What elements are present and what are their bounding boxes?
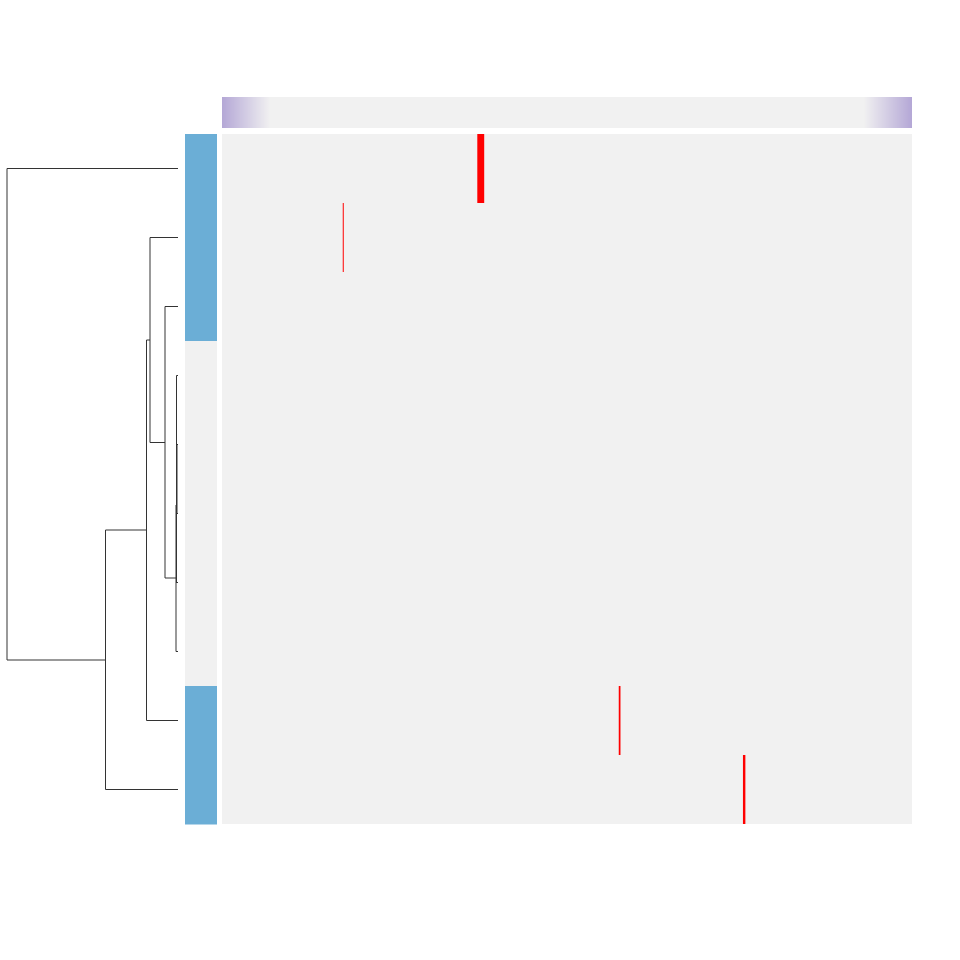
row-annotation-cell-0	[185, 134, 217, 204]
row-annotation-cell-5	[185, 479, 217, 549]
row-annotation-cell-1	[185, 203, 217, 273]
column-annotation-band	[222, 97, 912, 128]
heatmap-cell-highlight-3	[742, 755, 746, 824]
heatmap-cell-highlight-2	[618, 686, 621, 755]
heatmap-cell-highlight-1	[342, 203, 344, 272]
row-annotation-cell-6	[185, 548, 217, 618]
column-annotation-band-rect	[222, 97, 912, 128]
row-annotation-cell-3	[185, 341, 217, 411]
row-annotation-cell-4	[185, 410, 217, 480]
heatmap-background	[222, 134, 912, 824]
row-annotation-cell-8	[185, 686, 217, 756]
row-annotation-cell-2	[185, 272, 217, 342]
heatmap-body	[222, 134, 912, 824]
row-annotation-bar	[185, 134, 217, 825]
row-annotation-cell-9	[185, 755, 217, 825]
heatmap-cell-highlight-0	[477, 134, 485, 203]
row-dendrogram	[6, 168, 178, 790]
row-annotation-cell-7	[185, 617, 217, 687]
